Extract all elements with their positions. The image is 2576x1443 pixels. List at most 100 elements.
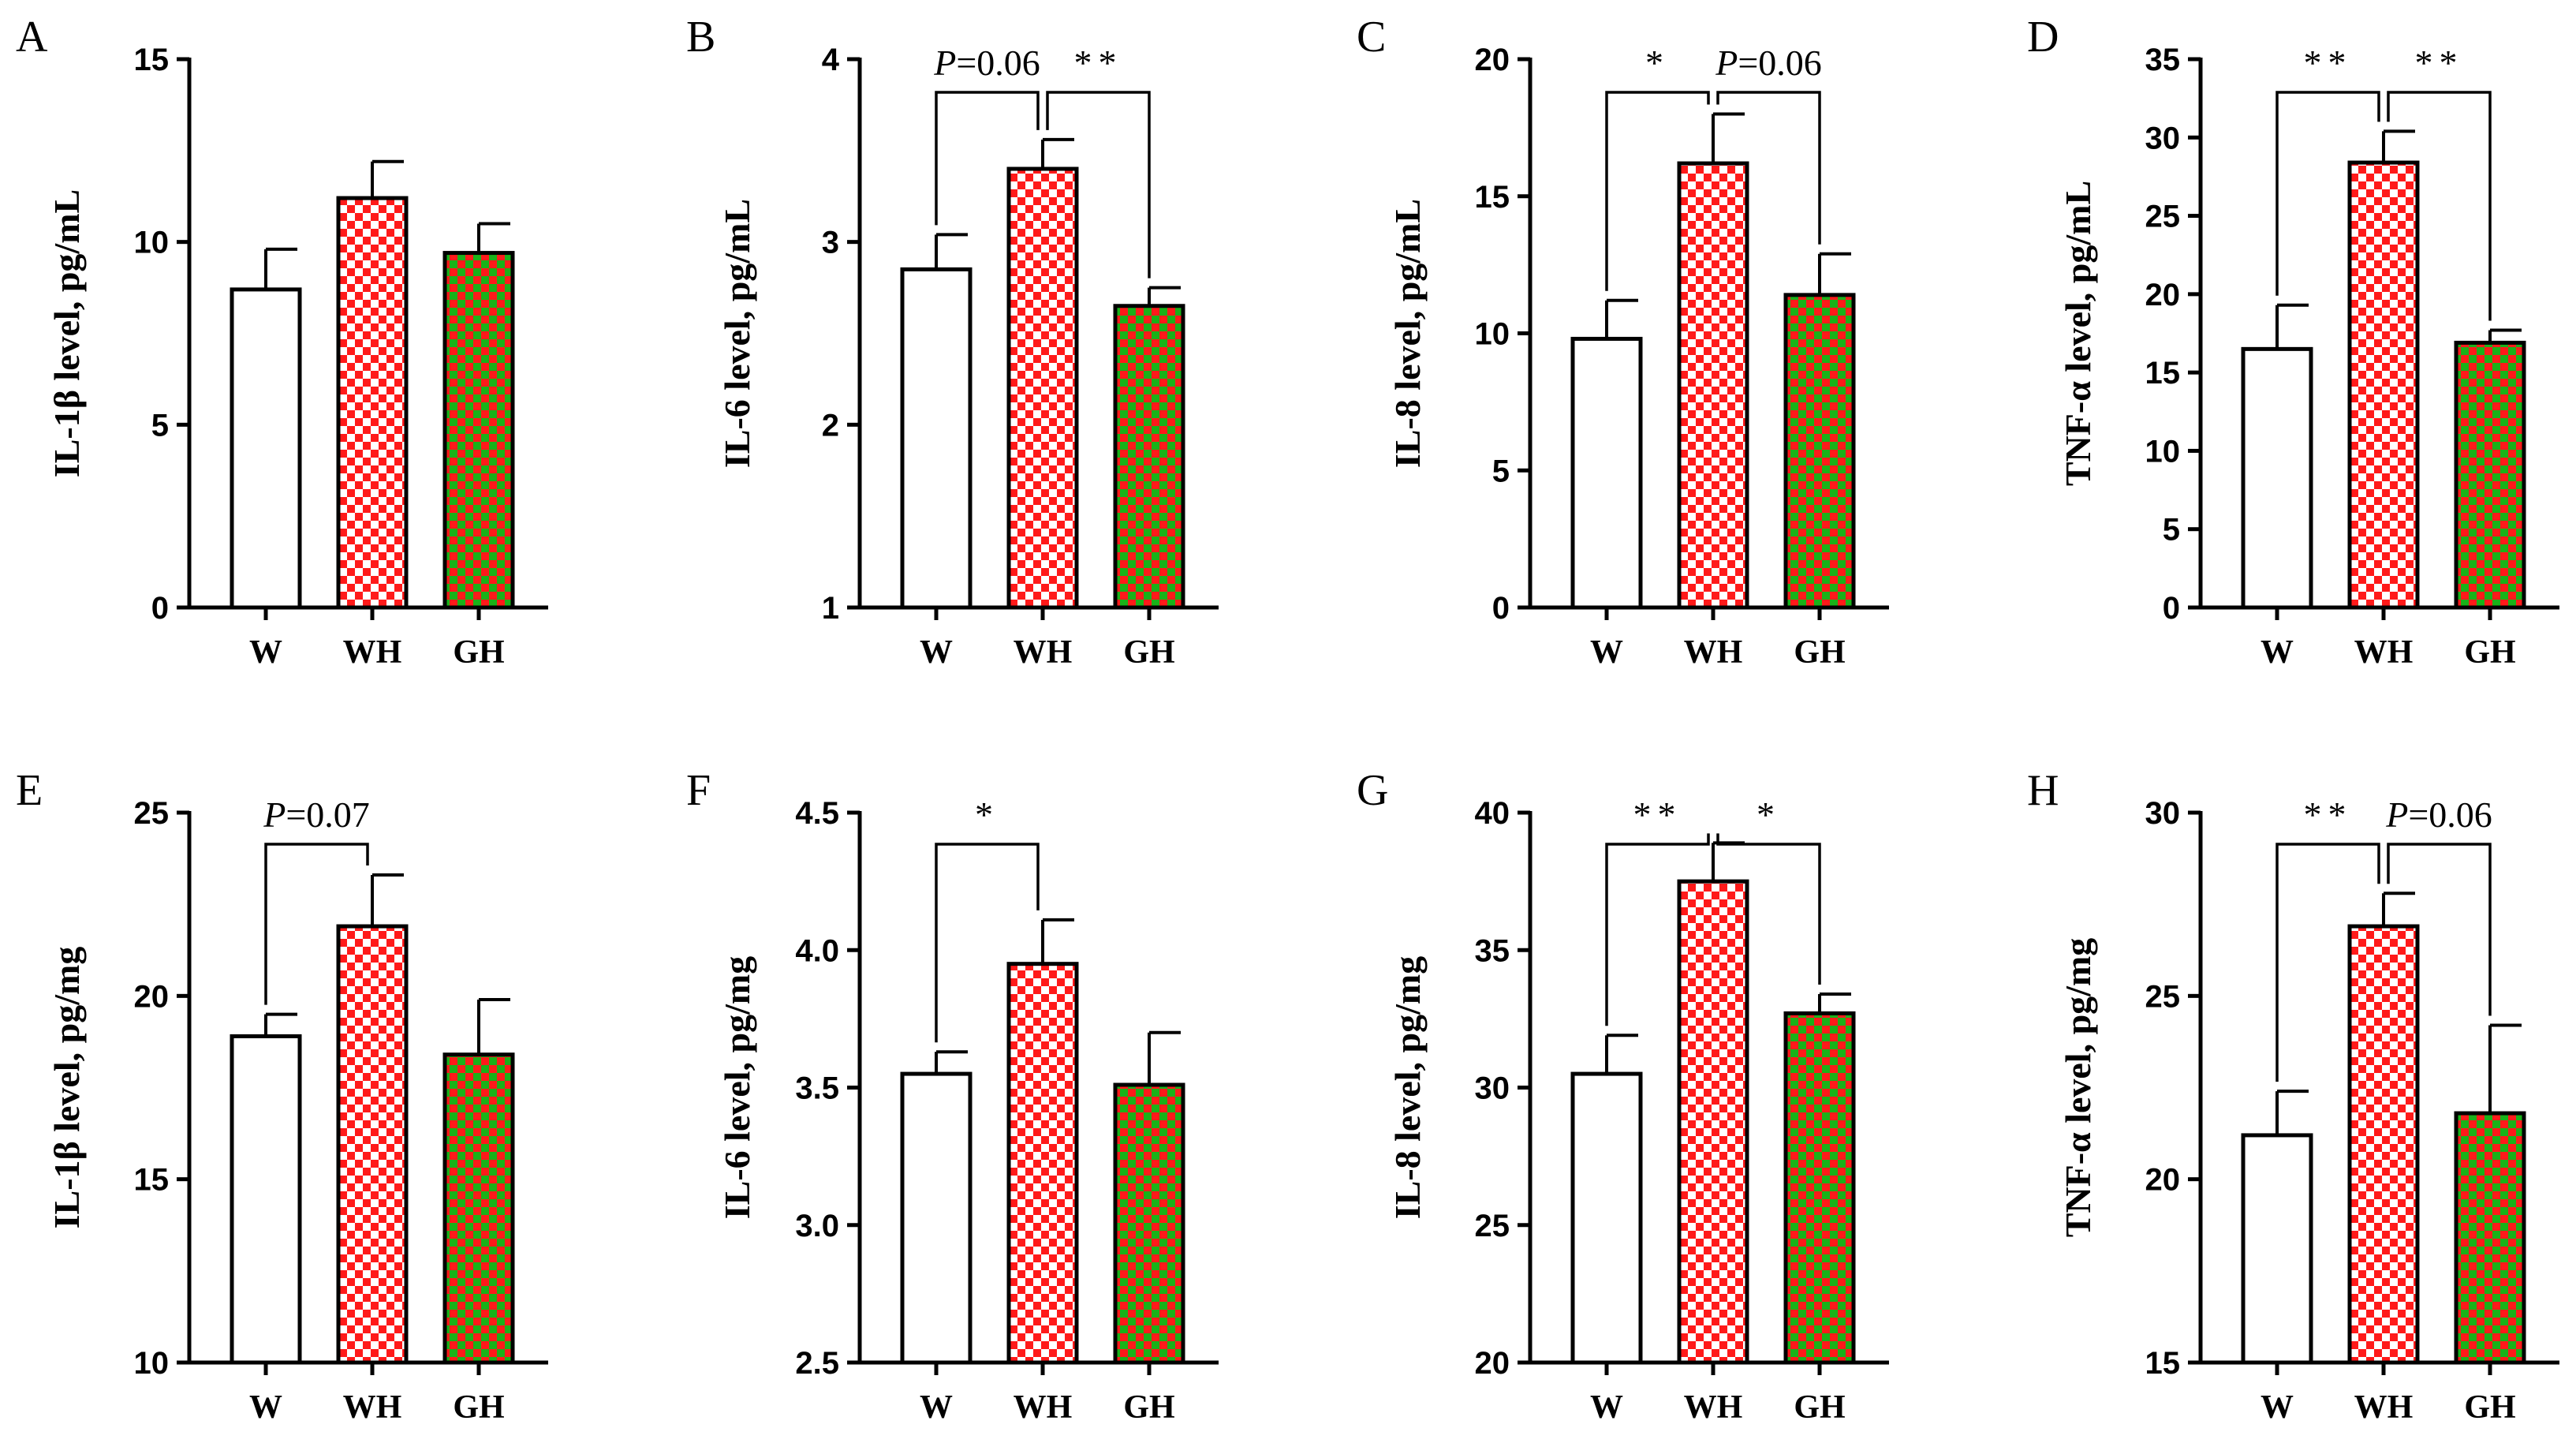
panel-d: D TNF-α level, pg/mL 0 5 10 15 20 25 30 35 W WH GH **… xyxy=(2027,13,2559,671)
x-tick-label: WH xyxy=(2354,1389,2414,1426)
y-tick-label: 10 xyxy=(2145,434,2181,469)
x-tick-label: GH xyxy=(1794,634,1845,671)
y-tick-label: 0 xyxy=(1492,591,1510,626)
x-tick-label: WH xyxy=(1014,1389,1073,1426)
significance-bracket xyxy=(2387,843,2492,1016)
panel-letter: G xyxy=(1357,766,1388,815)
y-tick-label: 20 xyxy=(2145,1163,2181,1198)
panel-letter: F xyxy=(686,766,711,815)
bar-gh xyxy=(1783,293,1856,610)
panel-letter: E xyxy=(16,766,43,815)
y-tick-label: 3 xyxy=(822,226,839,260)
y-tick-label: 20 xyxy=(2145,278,2181,312)
y-tick-label: 2 xyxy=(822,408,839,443)
y-axis-title: IL-8 level, pg/mg xyxy=(1387,956,1428,1219)
y-tick-label: 25 xyxy=(134,796,170,831)
x-tick-label: W xyxy=(1590,634,1623,671)
panel-a: A IL-1β level, pg/mL 0 5 10 15 W WH GH xyxy=(16,13,548,671)
x-tick-label: W xyxy=(2261,634,2294,671)
y-tick-label: 15 xyxy=(1475,180,1510,215)
y-tick-label: 10 xyxy=(1475,317,1510,352)
y-axis-title: IL-8 level, pg/mL xyxy=(1387,199,1428,468)
bar-wh xyxy=(1677,161,1749,610)
bar-wh xyxy=(2347,160,2420,610)
bar-w xyxy=(900,1071,973,1365)
x-tick-label: WH xyxy=(1684,634,1743,671)
y-tick-label: 4 xyxy=(822,43,840,77)
y-axis-title: IL-6 level, pg/mg xyxy=(717,956,757,1219)
y-tick-label: 25 xyxy=(2145,979,2181,1014)
y-axis-title: IL-6 level, pg/mL xyxy=(717,199,757,468)
panel-e: E IL-1β level, pg/mg 10 15 20 25 W WH GH P=0.07 xyxy=(16,766,548,1426)
y-axis-title: IL-1β level, pg/mL xyxy=(47,189,87,477)
bar-w xyxy=(2241,346,2313,610)
significance-label: ** xyxy=(1633,794,1682,835)
panel-f: F IL-6 level, pg/mg 2.5 3.0 3.5 4.0 4.5 W WH GH * xyxy=(686,766,1219,1426)
x-tick-label: W xyxy=(2261,1389,2294,1426)
significance-bracket xyxy=(1716,91,1821,245)
panel-letter: B xyxy=(686,13,715,62)
panel-c: C IL-8 level, pg/mL 0 5 10 15 20 W WH GH * P=0.06 xyxy=(1357,13,1889,671)
bar-w xyxy=(230,1034,302,1365)
significance-bracket xyxy=(1605,833,1710,1026)
bar-w xyxy=(1570,336,1643,610)
bar-gh xyxy=(2454,340,2526,610)
significance-bracket xyxy=(2387,91,2492,321)
bar-gh xyxy=(442,251,515,610)
y-tick-label: 30 xyxy=(2145,121,2181,155)
y-tick-label: 2.5 xyxy=(795,1346,839,1381)
panel-letter: A xyxy=(16,13,48,62)
significance-label: ** xyxy=(2304,43,2353,83)
significance-label: * xyxy=(975,794,999,835)
y-tick-label: 40 xyxy=(1475,796,1510,831)
bar-w xyxy=(900,267,973,610)
x-tick-label: WH xyxy=(1684,1389,1743,1426)
x-tick-label: GH xyxy=(2464,634,2515,671)
y-axis-title: TNF-α level, pg/mL xyxy=(2058,181,2098,486)
panel-h: H TNF-α level, pg/mg 15 20 25 30 W WH GH ** P=0.06 xyxy=(2027,766,2559,1426)
significance-label: ** xyxy=(2415,43,2464,83)
y-tick-label: 0 xyxy=(151,591,169,626)
bar-w xyxy=(2241,1133,2313,1365)
significance-bracket xyxy=(1605,91,1710,291)
y-tick-label: 0 xyxy=(2163,591,2180,626)
x-tick-label: GH xyxy=(453,634,504,671)
y-tick-label: 3.5 xyxy=(795,1071,839,1106)
y-tick-label: 5 xyxy=(2163,513,2180,548)
y-tick-label: 15 xyxy=(134,43,170,77)
x-tick-label: W xyxy=(249,1389,282,1426)
y-tick-label: 5 xyxy=(151,408,169,443)
significance-label: P=0.06 xyxy=(2385,794,2492,835)
panel-letter: D xyxy=(2027,13,2059,62)
bar-wh xyxy=(336,924,409,1365)
x-tick-label: GH xyxy=(1123,634,1174,671)
x-tick-label: WH xyxy=(343,634,402,671)
y-tick-label: 1 xyxy=(822,591,839,626)
y-tick-label: 35 xyxy=(1475,933,1510,968)
bar-gh xyxy=(442,1052,515,1365)
bar-wh xyxy=(1006,166,1079,610)
bar-w xyxy=(1570,1071,1643,1365)
y-tick-label: 15 xyxy=(134,1163,170,1198)
bar-gh xyxy=(1113,304,1185,610)
bar-gh xyxy=(1113,1082,1185,1365)
significance-label: * xyxy=(1645,43,1670,83)
y-tick-label: 4.5 xyxy=(795,796,839,831)
x-tick-label: GH xyxy=(2464,1389,2515,1426)
bar-wh xyxy=(1006,962,1079,1365)
significance-bracket xyxy=(2275,91,2380,296)
panel-letter: C xyxy=(1357,13,1386,62)
x-tick-label: W xyxy=(920,634,953,671)
significance-bracket xyxy=(264,843,369,1005)
panel-b: B IL-6 level, pg/mL 1 2 3 4 W WH GH P=0.06 ** xyxy=(686,13,1219,671)
y-tick-label: 25 xyxy=(2145,200,2181,234)
y-tick-label: 15 xyxy=(2145,356,2181,391)
bar-wh xyxy=(336,196,409,610)
x-tick-label: W xyxy=(920,1389,953,1426)
panel-letter: H xyxy=(2027,766,2059,815)
significance-label: P=0.07 xyxy=(263,794,370,835)
y-tick-label: 3.0 xyxy=(795,1209,839,1243)
x-tick-label: GH xyxy=(453,1389,504,1426)
y-axis-title: TNF-α level, pg/mg xyxy=(2058,938,2098,1238)
